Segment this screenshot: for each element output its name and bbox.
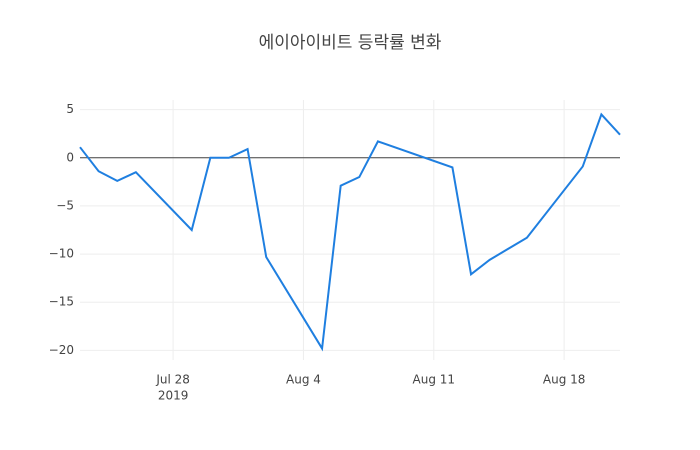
x-tick-year: 2019 — [158, 389, 189, 403]
x-tick-label: Jul 28 — [155, 373, 190, 387]
x-tick-label: Aug 18 — [543, 373, 586, 387]
y-tick-label: −10 — [49, 247, 74, 261]
y-tick-label: 0 — [66, 150, 74, 164]
x-tick-label: Aug 4 — [286, 373, 321, 387]
x-tick-label: Aug 11 — [413, 373, 456, 387]
y-tick-label: 5 — [66, 102, 74, 116]
line — [79, 112, 621, 352]
y-tick-label: −15 — [49, 295, 74, 309]
y-tick-label: −20 — [49, 343, 74, 357]
y-tick-label: −5 — [56, 198, 74, 212]
chart-title: 에이아이비트 등락률 변화 — [259, 33, 442, 53]
